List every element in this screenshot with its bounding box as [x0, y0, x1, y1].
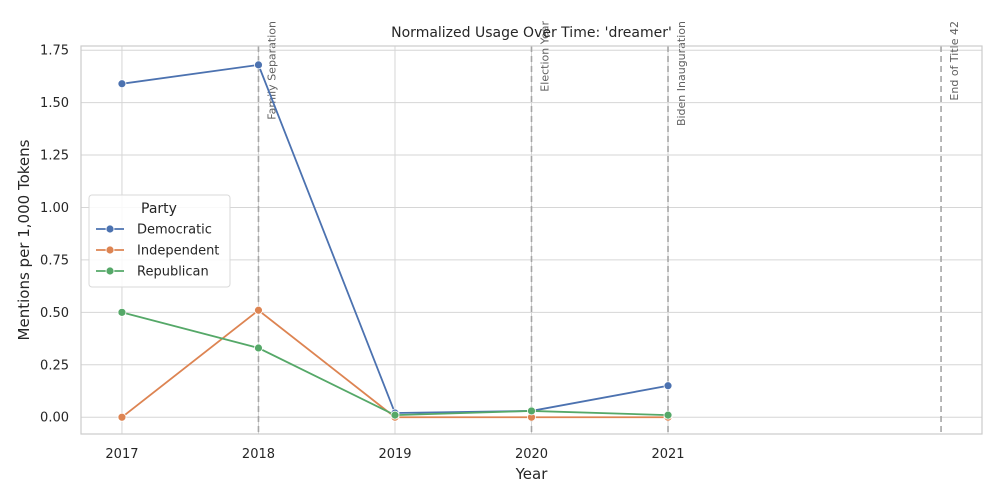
chart-title: Normalized Usage Over Time: 'dreamer' [391, 25, 672, 41]
data-point [254, 60, 263, 70]
x-tick-label: 2020 [515, 447, 548, 462]
x-tick-label: 2021 [651, 447, 684, 462]
legend-label: Independent [137, 244, 219, 259]
y-tick-label: 0.25 [40, 358, 69, 373]
y-tick-label: 1.25 [40, 149, 69, 164]
legend-swatch-marker [105, 245, 115, 255]
data-point [663, 381, 673, 391]
legend-box [88, 194, 231, 288]
event-label: Biden Inauguration [675, 21, 688, 126]
data-point [117, 307, 127, 317]
y-tick-label: 0.75 [40, 253, 69, 268]
x-tick-label: 2018 [242, 447, 275, 462]
data-point [390, 410, 400, 420]
series-layer [117, 60, 673, 422]
x-tick-labels: 2017 2018 2019 2020 2021 [105, 447, 684, 462]
x-axis-label: Year [515, 465, 549, 483]
data-point [117, 412, 127, 422]
legend-title: Party [141, 201, 177, 217]
y-tick-label: 0.50 [40, 306, 69, 321]
event-label: Election Year [539, 21, 552, 92]
data-point [117, 79, 127, 89]
y-axis-label: Mentions per 1,000 Tokens [15, 139, 33, 340]
y-tick-label: 1.75 [40, 44, 69, 59]
event-label: Family Separation [265, 21, 278, 120]
legend: Party Democratic Independent Republican [88, 194, 231, 288]
legend-label: Republican [137, 265, 209, 280]
legend-label: Democratic [137, 223, 212, 238]
x-tick-label: 2017 [105, 447, 138, 462]
event-lines: Family Separation Election Year Biden Inau… [257, 21, 961, 434]
legend-swatch-marker [105, 224, 115, 234]
event-label: End of Title 42 [948, 21, 961, 101]
y-tick-labels: 0.00 0.25 0.50 0.75 1.00 1.25 1.50 1.75 [40, 44, 69, 426]
data-point [254, 305, 263, 315]
plot-frame [80, 45, 983, 435]
x-tick-label: 2019 [378, 447, 411, 462]
data-point [527, 406, 536, 416]
y-tick-label: 0.00 [40, 411, 69, 426]
data-point [254, 343, 263, 353]
y-tick-label: 1.50 [40, 96, 69, 111]
legend-swatch-marker [105, 266, 115, 276]
data-point [663, 410, 673, 420]
y-tick-label: 1.00 [40, 201, 69, 216]
